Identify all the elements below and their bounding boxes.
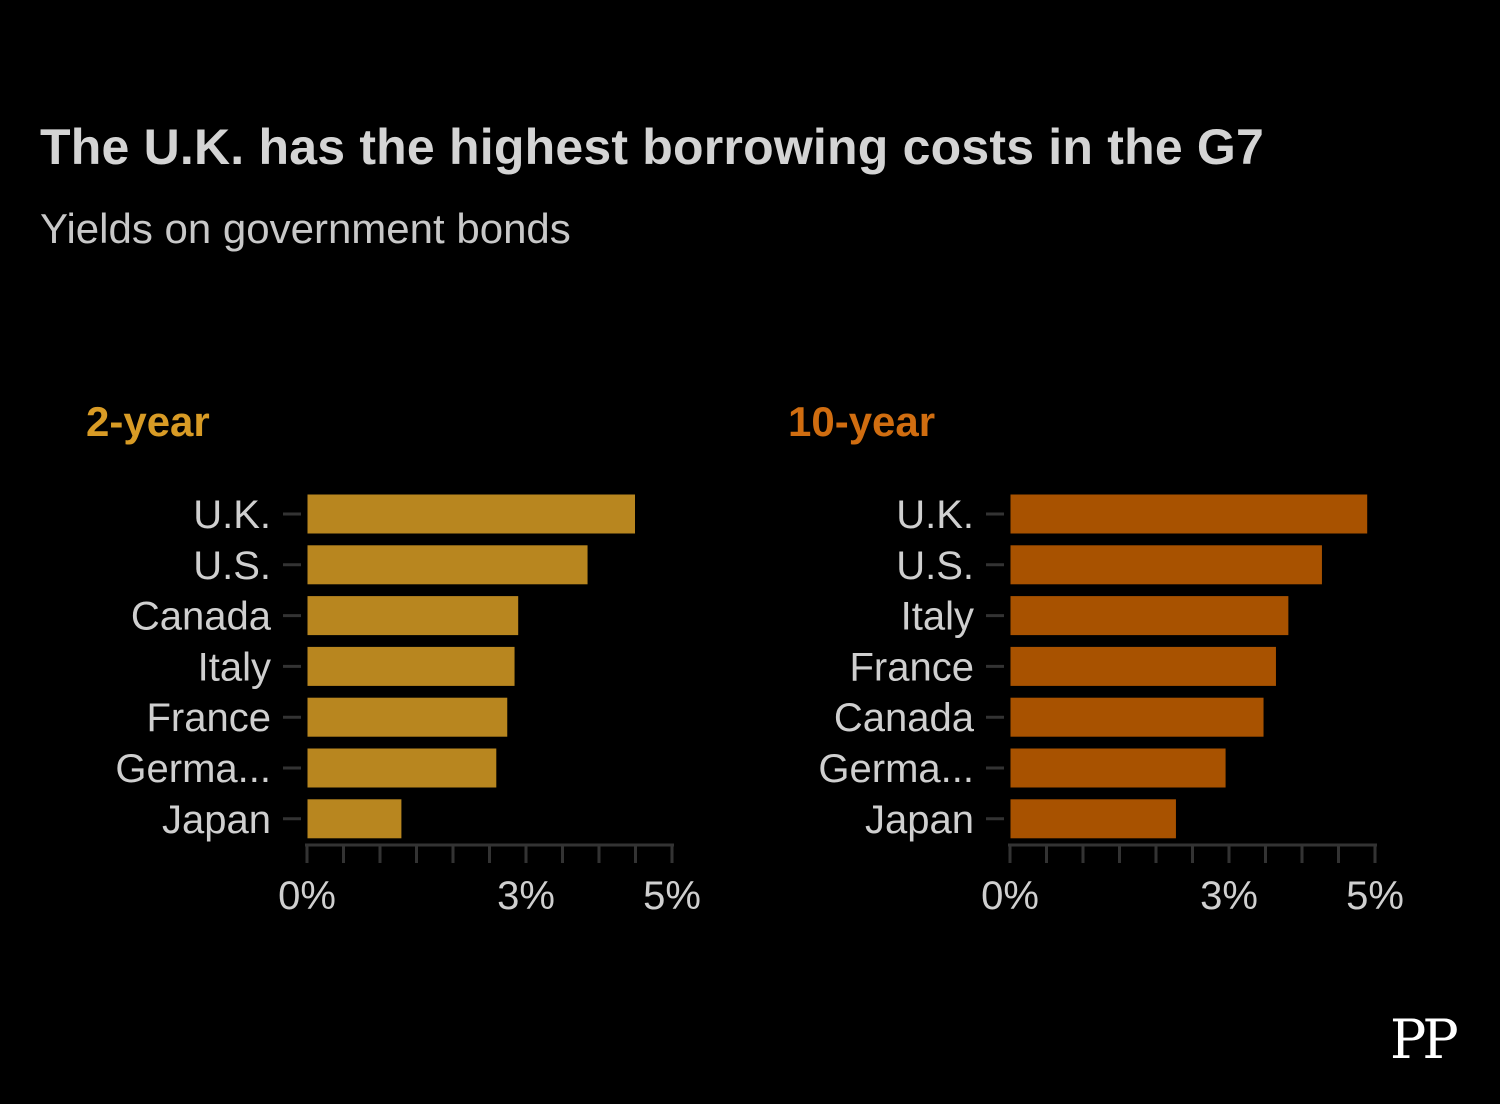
bar-2yr-5 xyxy=(306,747,498,789)
category-label-2yr: Canada xyxy=(131,595,272,639)
bar-10yr-3 xyxy=(1009,645,1277,687)
category-label-2yr: Japan xyxy=(162,798,271,842)
bar-2yr-4 xyxy=(306,696,509,738)
category-label-10yr: U.K. xyxy=(896,493,974,537)
x-tick-label-2yr: 3% xyxy=(497,874,555,918)
category-label-2yr: Italy xyxy=(198,645,271,689)
category-label-10yr: Canada xyxy=(834,696,975,740)
x-tick-label-2yr: 0% xyxy=(278,874,336,918)
bar-2yr-0 xyxy=(306,493,636,535)
bar-10yr-0 xyxy=(1009,493,1369,535)
category-label-10yr: France xyxy=(850,645,975,689)
bar-10yr-2 xyxy=(1009,595,1290,637)
x-tick-label-10yr: 3% xyxy=(1200,874,1258,918)
brand-logo: PP xyxy=(1390,1008,1459,1071)
bar-2yr-1 xyxy=(306,544,589,586)
x-tick-label-2yr: 5% xyxy=(643,874,701,918)
chart-title: The U.K. has the highest borrowing costs… xyxy=(40,119,1265,175)
category-label-2yr: U.S. xyxy=(193,544,271,588)
panel-title-10-year: 10-year xyxy=(788,398,936,445)
x-tick-label-10yr: 0% xyxy=(981,874,1039,918)
bar-2yr-2 xyxy=(306,595,520,637)
panel-title-2-year: 2-year xyxy=(86,398,210,445)
category-label-2yr: Germa... xyxy=(115,747,271,791)
bar-10yr-6 xyxy=(1009,798,1177,840)
category-label-10yr: U.S. xyxy=(896,544,974,588)
category-label-10yr: Japan xyxy=(865,798,974,842)
bar-2yr-3 xyxy=(306,645,516,687)
bar-10yr-5 xyxy=(1009,747,1227,789)
category-label-10yr: Germa... xyxy=(818,747,974,791)
x-tick-label-10yr: 5% xyxy=(1346,874,1404,918)
category-label-10yr: Italy xyxy=(901,595,974,639)
category-label-2yr: France xyxy=(147,696,272,740)
category-label-2yr: U.K. xyxy=(193,493,271,537)
bar-2yr-6 xyxy=(306,798,403,840)
chart-subtitle: Yields on government bonds xyxy=(40,205,571,252)
bar-10yr-1 xyxy=(1009,544,1323,586)
bar-10yr-4 xyxy=(1009,696,1265,738)
